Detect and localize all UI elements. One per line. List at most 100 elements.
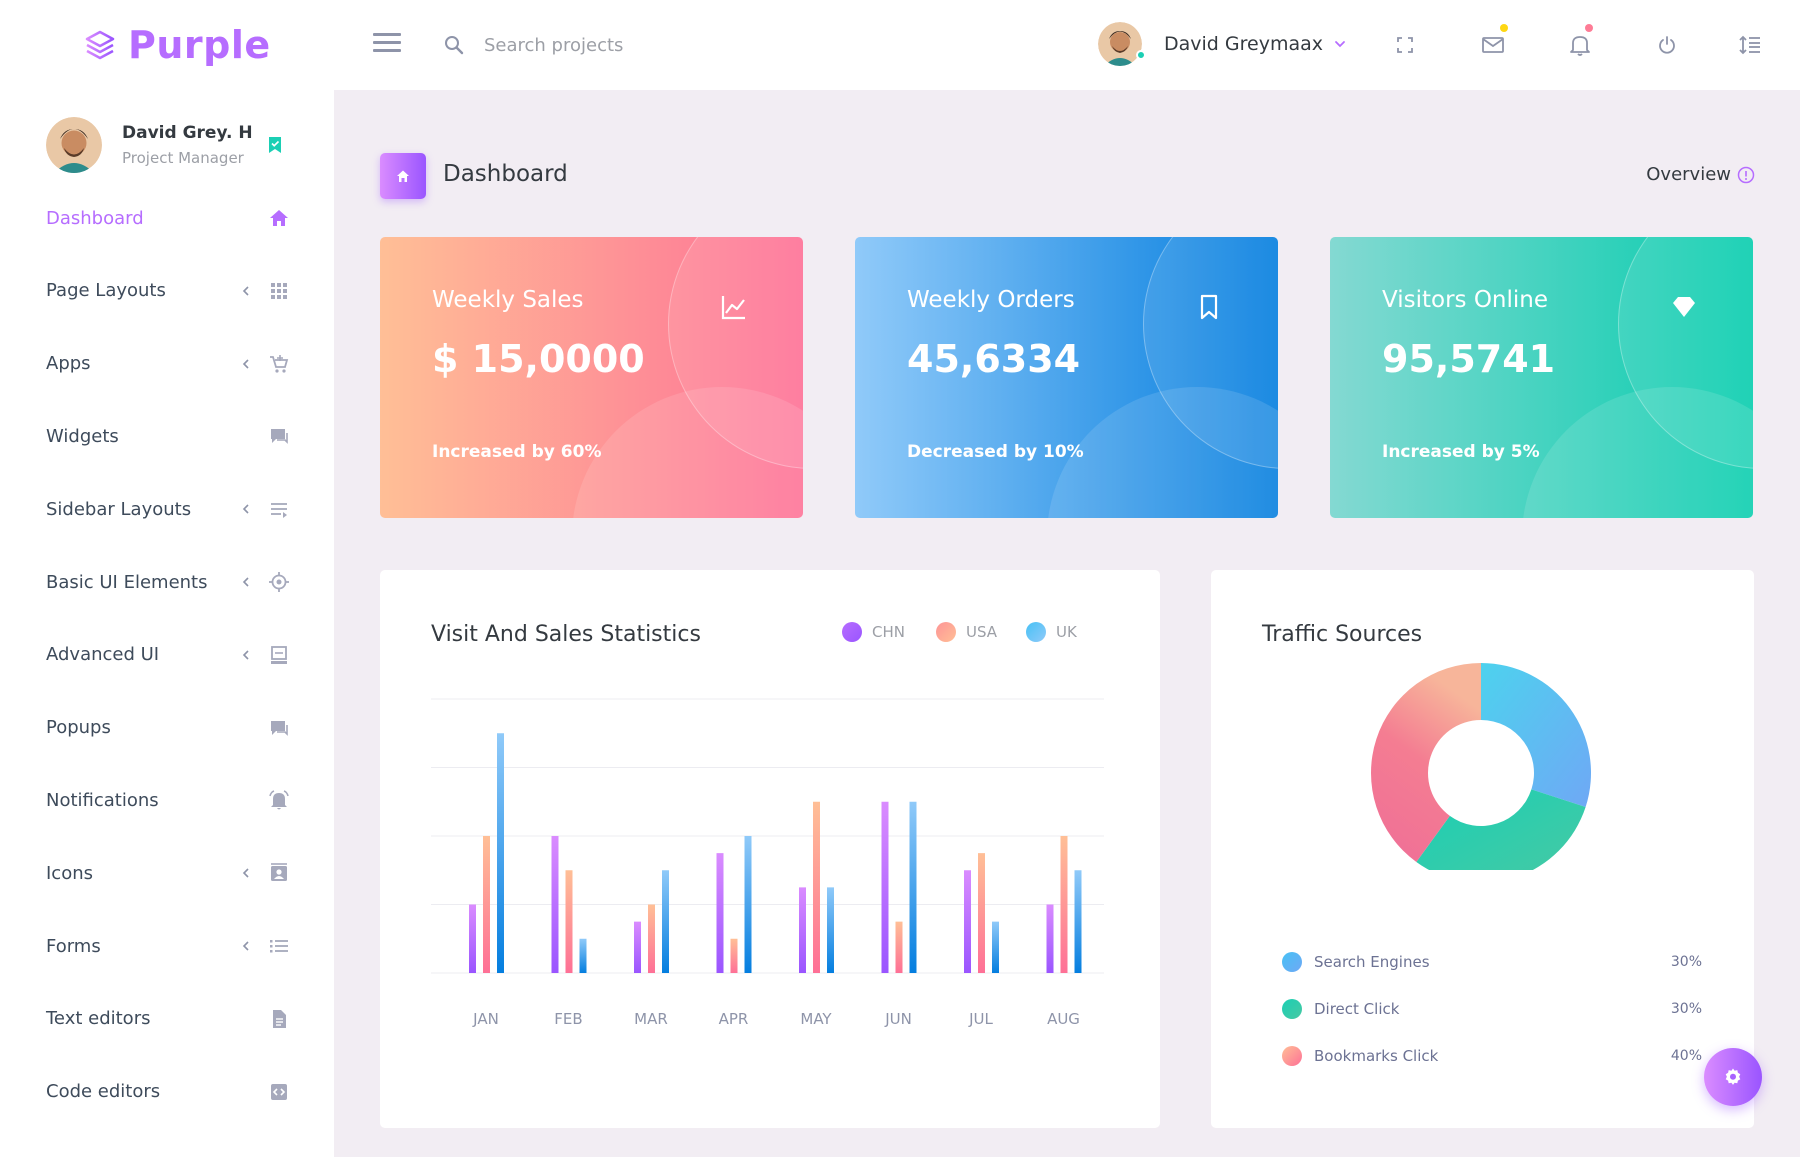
- donut-slice-search-engines[interactable]: [1481, 663, 1591, 807]
- legend-label: USA: [966, 623, 998, 641]
- sidebar-item-label: Forms: [46, 935, 101, 957]
- legend-item-uk[interactable]: UK: [1026, 622, 1077, 642]
- legend-dot: [1282, 952, 1302, 972]
- sidebar-item-forms[interactable]: Forms: [46, 926, 290, 966]
- bar-usa-aug[interactable]: [1060, 836, 1068, 973]
- overview-link[interactable]: Overview: [1646, 164, 1755, 185]
- traffic-label: Direct Click: [1314, 1000, 1400, 1018]
- bar-usa-feb[interactable]: [565, 870, 573, 973]
- sidebar-item-icons[interactable]: Icons: [46, 853, 290, 893]
- bar-uk-jul[interactable]: [992, 921, 999, 973]
- bar-uk-feb[interactable]: [579, 938, 587, 973]
- fullscreen-button[interactable]: [1390, 30, 1420, 60]
- sidebar-item-label: Icons: [46, 862, 94, 884]
- bar-usa-apr[interactable]: [730, 938, 738, 973]
- chart-line-icon: [721, 296, 745, 320]
- sidebar-item-widgets[interactable]: Widgets: [46, 416, 290, 456]
- card-footer: Increased by 60%: [432, 442, 602, 462]
- bar-usa-jun[interactable]: [895, 921, 903, 973]
- notifications-button[interactable]: [1565, 24, 1595, 60]
- bar-uk-apr[interactable]: [744, 836, 752, 973]
- bar-chn-aug[interactable]: [1046, 904, 1054, 974]
- diamond-icon: [1673, 297, 1695, 317]
- x-tick-label: AUG: [1047, 1010, 1080, 1028]
- bar-usa-may[interactable]: [813, 801, 820, 973]
- user-profile-dropdown[interactable]: David Greymaax: [1098, 22, 1347, 66]
- sidebar-item-label: Widgets: [46, 425, 119, 447]
- bar-uk-aug[interactable]: [1074, 870, 1082, 973]
- messages-button[interactable]: [1478, 24, 1508, 60]
- sidebar-item-label: Sidebar Layouts: [46, 498, 192, 520]
- power-button[interactable]: [1652, 30, 1682, 60]
- settings-fab[interactable]: [1704, 1048, 1762, 1106]
- bookmark-check-icon: [269, 137, 281, 153]
- bar-chn-apr[interactable]: [716, 853, 724, 973]
- bar-uk-mar[interactable]: [662, 870, 669, 973]
- bar-chn-jun[interactable]: [881, 801, 889, 973]
- bar-usa-jan[interactable]: [483, 836, 490, 973]
- sidebar-item-advanced-ui[interactable]: Advanced UI: [46, 635, 290, 675]
- top-navbar: Purple David Greymaax: [0, 0, 1800, 90]
- bar-chn-may[interactable]: [799, 887, 806, 973]
- sidebar-item-page-layouts[interactable]: Page Layouts: [46, 271, 290, 311]
- traffic-sources-panel: Traffic Sources Search Engines 30% Direct …: [1211, 570, 1754, 1128]
- brand-logo[interactable]: Purple: [84, 20, 271, 70]
- sidebar-item-notifications[interactable]: Notifications: [46, 780, 290, 820]
- sidebar-item-label: Dashboard: [46, 207, 144, 229]
- donut-slice-bookmarks-click[interactable]: [1371, 663, 1481, 862]
- chevron-left-icon: [242, 359, 249, 369]
- search-input[interactable]: [484, 27, 804, 63]
- bar-usa-mar[interactable]: [648, 904, 655, 974]
- legend-item-chn[interactable]: CHN: [842, 622, 905, 642]
- menu-toggle-button[interactable]: [373, 33, 401, 57]
- sidebar-item-text-editors[interactable]: Text editors: [46, 999, 290, 1039]
- bar-uk-jan[interactable]: [497, 733, 504, 973]
- sidebar-item-label: Page Layouts: [46, 280, 166, 302]
- settings-panel-button[interactable]: [1735, 30, 1765, 60]
- sidebar-item-popups[interactable]: Popups: [46, 708, 290, 748]
- legend-dot: [1282, 999, 1302, 1019]
- user-name: David Greymaax: [1164, 33, 1323, 55]
- sidebar-item-basic-ui-elements[interactable]: Basic UI Elements: [46, 562, 290, 602]
- card-value: 45,6334: [907, 337, 1081, 381]
- bar-chn-mar[interactable]: [634, 921, 641, 973]
- visitors-online-card[interactable]: Visitors Online 95,5741 Increased by 5%: [1330, 237, 1753, 518]
- chevron-left-icon: [242, 286, 249, 296]
- sidebar: David Grey. H Project Manager Dashboard P…: [0, 90, 334, 1157]
- bar-usa-jul[interactable]: [978, 853, 985, 973]
- donut-chart: [1371, 663, 1591, 870]
- bar-uk-may[interactable]: [827, 887, 834, 973]
- target-icon: [269, 572, 289, 592]
- bar-uk-jun[interactable]: [909, 801, 917, 973]
- bar-chn-jan[interactable]: [469, 904, 476, 974]
- legend-item-usa[interactable]: USA: [936, 622, 997, 642]
- x-tick-label: MAY: [800, 1010, 832, 1028]
- chevron-left-icon: [242, 650, 249, 660]
- sidebar-item-sidebar-layouts[interactable]: Sidebar Layouts: [46, 489, 290, 529]
- mail-badge: [1500, 24, 1508, 32]
- sidebar-item-dashboard[interactable]: Dashboard: [46, 198, 290, 238]
- donut-slice-direct-click[interactable]: [1416, 789, 1586, 870]
- sidebar-item-label: Advanced UI: [46, 644, 160, 666]
- sidebar-item-code-editors[interactable]: Code editors: [46, 1072, 290, 1112]
- traffic-row-direct-click: Direct Click 30%: [1282, 997, 1702, 1021]
- bar-chn-jul[interactable]: [964, 870, 971, 973]
- brand-name: Purple: [128, 23, 271, 67]
- bar-chn-feb[interactable]: [551, 836, 559, 973]
- cart-icon: [270, 354, 289, 373]
- legend-dot: [1282, 1046, 1302, 1066]
- chat-icon: [271, 720, 288, 736]
- format-line-spacing-icon: [1739, 35, 1760, 55]
- weekly-orders-card[interactable]: Weekly Orders 45,6334 Decreased by 10%: [855, 237, 1278, 518]
- visit-sales-panel: Visit And Sales Statistics CHN USA UK JAN F…: [380, 570, 1160, 1128]
- weekly-sales-card[interactable]: Weekly Sales $ 15,0000 Increased by 60%: [380, 237, 803, 518]
- form-list-icon: [270, 940, 288, 953]
- home-icon: [270, 210, 288, 226]
- card-title: Visitors Online: [1382, 287, 1549, 313]
- x-tick-label: JAN: [472, 1010, 499, 1028]
- avatar: [46, 117, 102, 173]
- sidebar-item-apps[interactable]: Apps: [46, 344, 290, 384]
- sidebar-profile[interactable]: David Grey. H Project Manager: [46, 114, 306, 176]
- bell-icon: [1570, 36, 1590, 56]
- power-icon: [1659, 36, 1675, 54]
